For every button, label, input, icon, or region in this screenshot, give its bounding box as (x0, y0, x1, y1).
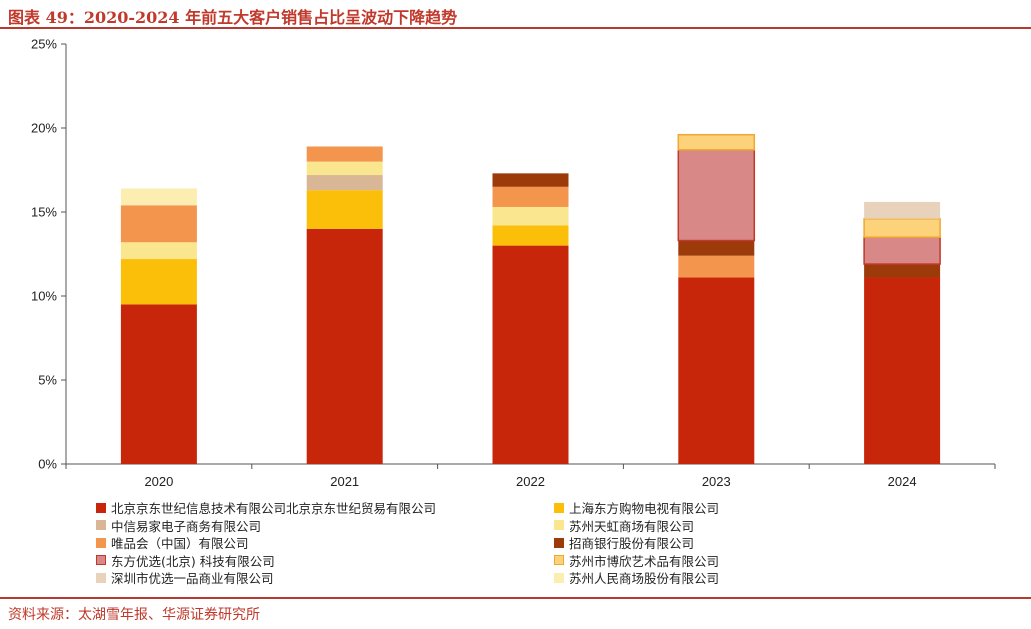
legend-swatch (96, 555, 106, 565)
bar-segment (677, 149, 756, 242)
bar-segment (678, 240, 755, 256)
legend-swatch (96, 520, 106, 530)
x-tick-label: 2023 (702, 474, 731, 489)
legend-swatch (554, 537, 564, 548)
bar-segment (864, 264, 941, 278)
legend-item: 深圳市优选一品商业有限公司 (96, 569, 274, 586)
x-tick-label: 2022 (516, 474, 545, 489)
bar-segment (120, 205, 197, 243)
bar-segment (306, 228, 383, 464)
legend-label: 唯品会（中国）有限公司 (111, 536, 249, 551)
legend-label: 苏州市博欣艺术品有限公司 (569, 553, 720, 569)
bar-segment (306, 175, 383, 191)
legend-label: 苏州天虹商场有限公司 (569, 518, 695, 534)
legend-item: 苏州人民商场股份有限公司 (554, 569, 719, 586)
legend-item: 中信易家电子商务有限公司 (96, 517, 261, 534)
legend-item: 北京京东世纪信息技术有限公司北京京东世纪贸易有限公司 (96, 499, 436, 516)
bar-segment (120, 259, 197, 305)
legend-swatch (96, 502, 106, 513)
legend-swatch (96, 572, 106, 583)
bar-segment (492, 173, 569, 187)
y-tick-label: 5% (38, 373, 57, 388)
bar-segment (492, 206, 569, 226)
bar-segment (492, 245, 569, 464)
legend-item: 上海东方购物电视有限公司 (554, 499, 719, 516)
legend-swatch (554, 572, 564, 583)
bar-segment (492, 225, 569, 246)
x-tick-label: 2024 (888, 474, 917, 489)
legend-swatch (96, 537, 106, 548)
y-tick-label: 15% (31, 205, 57, 220)
bar-segment (306, 146, 383, 162)
legend-label: 中信易家电子商务有限公司 (111, 518, 262, 534)
legend-label: 北京京东世纪信息技术有限公司北京京东世纪贸易有限公司 (111, 501, 437, 516)
y-tick-label: 10% (31, 289, 57, 304)
bar-segment (306, 190, 383, 229)
legend-item: 苏州天虹商场有限公司 (554, 517, 694, 534)
x-tick-label: 2021 (330, 474, 359, 489)
source-note: 资料来源：太湖雪年报、华源证券研究所 (8, 607, 260, 623)
bar-segment (120, 304, 197, 464)
stacked-bar-chart: 0% 5% 10% 15% 20% 25% 2020 2021 2022 2023 2024 (31, 37, 996, 489)
bar-segment (678, 255, 755, 278)
legend-label: 深圳市优选一品商业有限公司 (111, 571, 274, 586)
y-tick-label: 0% (38, 457, 57, 472)
x-tick-label: 2020 (144, 474, 173, 489)
legend-label: 上海东方购物电视有限公司 (569, 501, 720, 516)
y-tick-label: 25% (31, 37, 57, 52)
bar-segment (864, 277, 941, 464)
legend-swatch (554, 502, 564, 513)
legend-item: 东方优选(北京) 科技有限公司 (96, 552, 275, 569)
legend-label: 招商银行股份有限公司 (569, 536, 695, 551)
bar-segment (677, 133, 756, 151)
bar-segment (120, 242, 197, 260)
legend-swatch (554, 555, 564, 565)
bar-segment (120, 188, 197, 206)
legend-item: 唯品会（中国）有限公司 (96, 534, 249, 551)
bottom-divider (0, 597, 1031, 599)
y-tick-label: 20% (31, 121, 57, 136)
legend-label: 苏州人民商场股份有限公司 (569, 571, 720, 586)
bar-segment (678, 277, 755, 464)
top-divider (0, 27, 1031, 29)
bar-segment (864, 201, 941, 219)
bar-segment (863, 236, 941, 265)
bar-segment (492, 186, 569, 207)
legend-swatch (554, 520, 564, 530)
legend-item: 苏州市博欣艺术品有限公司 (554, 552, 719, 569)
bar-segment (306, 161, 383, 176)
figure-title: 图表 49：2020-2024 年前五大客户销售占比呈波动下降趋势 (8, 8, 458, 27)
legend-label: 东方优选(北京) 科技有限公司 (111, 553, 275, 569)
bar-segment (863, 217, 941, 238)
legend-item: 招商银行股份有限公司 (554, 534, 694, 551)
